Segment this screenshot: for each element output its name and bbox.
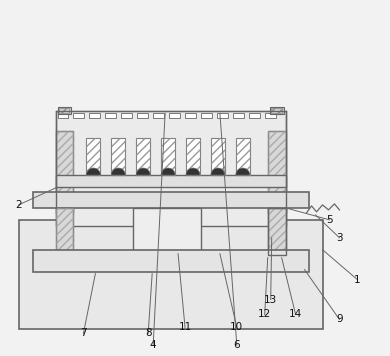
Bar [55,175,285,187]
Bar [33,250,308,272]
Bar [136,138,150,175]
Text: 4: 4 [150,340,156,350]
Bar [73,113,84,118]
Bar [211,138,225,175]
Bar [201,113,212,118]
Bar [236,138,250,175]
Text: 13: 13 [264,294,277,304]
Bar [268,131,285,213]
Text: 2: 2 [15,200,22,210]
Text: 11: 11 [178,323,191,333]
Bar [186,138,200,175]
Bar [55,208,73,255]
Text: 9: 9 [336,314,343,324]
Polygon shape [111,168,125,175]
Text: 14: 14 [289,309,302,319]
Bar [133,208,201,255]
Bar [265,113,276,118]
Bar [161,138,175,175]
Bar [19,220,323,329]
Polygon shape [136,168,150,175]
Text: 1: 1 [354,274,361,284]
Polygon shape [211,168,225,175]
Bar [137,113,148,118]
Bar [89,113,100,118]
Bar [169,113,180,118]
Bar [161,138,175,175]
Bar [236,138,250,175]
Text: 5: 5 [326,215,333,225]
Bar [249,113,260,118]
Text: 6: 6 [234,340,240,350]
Text: 7: 7 [80,328,87,339]
Text: 12: 12 [258,309,271,319]
Bar [153,113,164,118]
Text: 10: 10 [230,323,243,333]
Bar [105,113,116,118]
Bar [55,208,73,255]
Bar [87,138,100,175]
Bar [217,113,228,118]
Bar [270,107,284,114]
Bar [111,138,125,175]
Bar [55,131,73,213]
Bar [136,138,150,175]
Text: 8: 8 [145,328,151,339]
Polygon shape [161,168,175,175]
Bar [55,131,73,213]
Bar [111,138,125,175]
Bar [186,138,200,175]
Bar [58,113,69,118]
Bar [268,208,285,255]
Bar [58,107,71,114]
Bar [211,138,225,175]
Bar [268,208,285,255]
Polygon shape [236,168,250,175]
Bar [233,113,244,118]
Polygon shape [87,168,100,175]
Bar [33,192,308,208]
Bar [271,108,282,113]
Bar [121,113,132,118]
Bar [185,113,196,118]
Bar [55,111,285,226]
Bar [268,208,285,255]
Polygon shape [186,168,200,175]
Bar [268,131,285,213]
Text: 3: 3 [336,233,343,243]
Bar [87,138,100,175]
Bar [58,108,69,113]
